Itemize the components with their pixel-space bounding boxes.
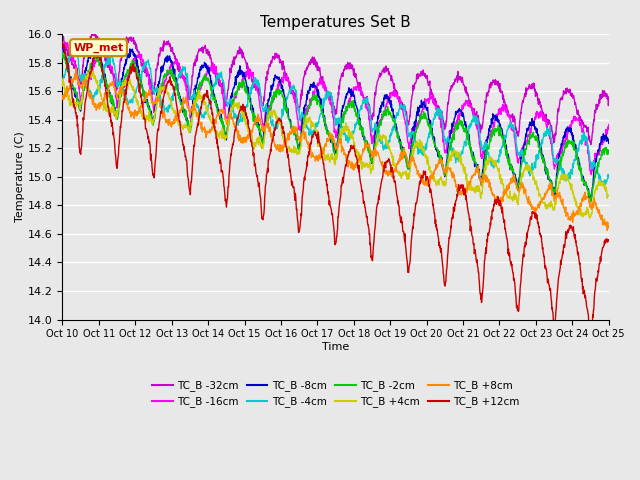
TC_B +4cm <box>86 67 93 73</box>
TC_B -8cm <box>605 141 612 146</box>
TC_B -2cm <box>123 70 131 76</box>
TC_B -16cm <box>101 48 109 54</box>
TC_B -2cm <box>312 95 319 101</box>
TC_B -8cm <box>58 39 66 45</box>
TC_B +4cm <box>586 215 593 221</box>
Line: TC_B +4cm: TC_B +4cm <box>62 70 609 218</box>
TC_B -4cm <box>312 124 319 130</box>
TC_B +12cm <box>312 130 319 135</box>
TC_B -2cm <box>605 151 612 156</box>
TC_B +12cm <box>58 39 66 45</box>
TC_B -32cm <box>291 93 298 99</box>
TC_B -4cm <box>58 77 66 83</box>
TC_B -8cm <box>587 198 595 204</box>
TC_B -32cm <box>370 113 378 119</box>
TC_B -16cm <box>605 121 612 127</box>
TC_B +8cm <box>604 228 611 233</box>
Text: WP_met: WP_met <box>74 43 124 53</box>
TC_B -8cm <box>291 130 298 136</box>
TC_B -4cm <box>600 182 607 188</box>
Y-axis label: Temperature (C): Temperature (C) <box>15 132 25 222</box>
Line: TC_B -2cm: TC_B -2cm <box>62 52 609 202</box>
TC_B -16cm <box>302 110 310 116</box>
TC_B -8cm <box>101 73 109 79</box>
Line: TC_B +12cm: TC_B +12cm <box>62 42 609 339</box>
TC_B +12cm <box>123 82 131 87</box>
TC_B -16cm <box>370 135 378 141</box>
TC_B +4cm <box>101 106 109 111</box>
TC_B -2cm <box>58 49 66 55</box>
TC_B -32cm <box>312 64 319 70</box>
TC_B -8cm <box>123 57 131 62</box>
TC_B -32cm <box>302 69 310 74</box>
TC_B +8cm <box>291 124 298 130</box>
TC_B +4cm <box>124 78 131 84</box>
TC_B -4cm <box>70 43 78 49</box>
TC_B +4cm <box>302 116 310 122</box>
TC_B -2cm <box>301 114 309 120</box>
TC_B +12cm <box>587 336 595 342</box>
TC_B -2cm <box>101 75 109 81</box>
TC_B -16cm <box>312 85 319 91</box>
Title: Temperatures Set B: Temperatures Set B <box>260 15 411 30</box>
TC_B +8cm <box>124 101 131 107</box>
Legend: TC_B -32cm, TC_B -16cm, TC_B -8cm, TC_B -4cm, TC_B -2cm, TC_B +4cm, TC_B +8cm, T: TC_B -32cm, TC_B -16cm, TC_B -8cm, TC_B … <box>148 376 524 411</box>
TC_B +4cm <box>291 147 298 153</box>
TC_B -8cm <box>369 151 377 156</box>
TC_B +12cm <box>101 79 109 85</box>
TC_B -32cm <box>101 58 109 63</box>
TC_B -8cm <box>301 102 309 108</box>
TC_B +8cm <box>302 133 310 139</box>
Line: TC_B -4cm: TC_B -4cm <box>62 46 609 185</box>
TC_B -4cm <box>291 85 298 91</box>
TC_B -16cm <box>61 39 68 45</box>
Line: TC_B -8cm: TC_B -8cm <box>62 42 609 201</box>
TC_B -2cm <box>369 149 377 155</box>
TC_B -2cm <box>291 132 298 138</box>
TC_B +12cm <box>291 187 298 192</box>
TC_B +4cm <box>605 192 612 198</box>
TC_B -16cm <box>291 99 298 105</box>
TC_B -4cm <box>302 122 310 128</box>
TC_B -2cm <box>587 199 595 204</box>
TC_B +8cm <box>58 93 66 99</box>
TC_B -32cm <box>58 36 66 41</box>
TC_B -16cm <box>588 172 595 178</box>
TC_B -16cm <box>124 75 131 81</box>
TC_B -32cm <box>587 142 595 147</box>
TC_B +8cm <box>605 225 612 230</box>
TC_B -16cm <box>58 48 66 53</box>
TC_B +4cm <box>312 127 319 133</box>
TC_B +8cm <box>370 154 378 159</box>
X-axis label: Time: Time <box>322 342 349 352</box>
TC_B -32cm <box>89 29 97 35</box>
TC_B -8cm <box>312 83 319 88</box>
TC_B +4cm <box>58 83 66 89</box>
TC_B +4cm <box>370 157 378 163</box>
TC_B -4cm <box>370 126 378 132</box>
TC_B -4cm <box>605 175 612 180</box>
TC_B -32cm <box>605 96 612 101</box>
TC_B +8cm <box>72 65 80 71</box>
TC_B +8cm <box>101 95 109 100</box>
TC_B +12cm <box>605 237 612 243</box>
TC_B +8cm <box>312 156 319 161</box>
TC_B +12cm <box>369 245 377 251</box>
TC_B -4cm <box>101 61 109 67</box>
Line: TC_B -32cm: TC_B -32cm <box>62 32 609 144</box>
Line: TC_B -16cm: TC_B -16cm <box>62 42 609 175</box>
TC_B -4cm <box>124 99 131 105</box>
TC_B -32cm <box>124 42 131 48</box>
Line: TC_B +8cm: TC_B +8cm <box>62 68 609 230</box>
TC_B +12cm <box>301 170 309 176</box>
